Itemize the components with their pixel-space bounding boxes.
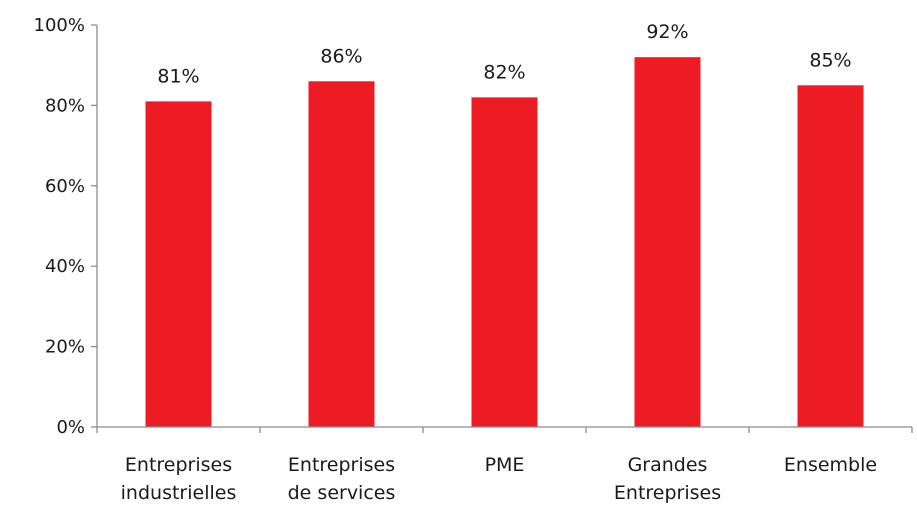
x-axis-ticks — [96, 427, 913, 433]
data-label: 85% — [809, 49, 851, 71]
category-label: Grandes — [628, 454, 708, 476]
y-tick-label: 20% — [45, 337, 85, 358]
category-labels: Entreprises industrielles Entreprises de se… — [121, 454, 877, 504]
category-label: industrielles — [121, 482, 237, 504]
y-tick-label: 60% — [45, 176, 85, 197]
y-tick-label: 0% — [56, 417, 85, 438]
category-label: Entreprises — [614, 482, 721, 504]
bar — [471, 97, 538, 428]
data-label: 82% — [483, 61, 525, 83]
category-label: Entreprises — [125, 454, 232, 476]
data-labels: 81% 86% 82% 92% 85% — [157, 21, 851, 87]
bars — [145, 57, 864, 428]
category-label: Ensemble — [784, 454, 877, 476]
y-tick-label: 40% — [45, 256, 85, 277]
data-label: 81% — [157, 65, 199, 87]
category-label: Entreprises — [288, 454, 395, 476]
data-label: 92% — [646, 21, 688, 43]
y-axis-ticks: 0% 20% 40% 60% 80% 100% — [34, 15, 97, 438]
bar — [308, 81, 375, 427]
bar — [145, 101, 212, 427]
bar — [634, 57, 701, 427]
data-label: 86% — [320, 45, 362, 67]
bar — [797, 85, 864, 428]
y-tick-label: 80% — [45, 95, 85, 116]
category-label: de services — [288, 482, 396, 504]
y-tick-label: 100% — [34, 15, 85, 36]
category-label: PME — [485, 454, 525, 476]
